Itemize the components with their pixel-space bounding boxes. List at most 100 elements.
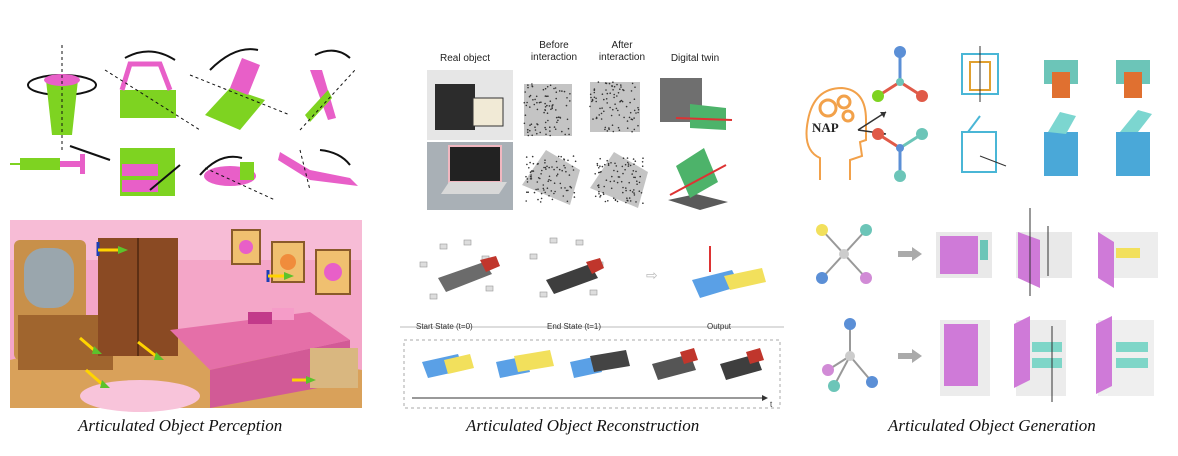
point-cloud-dot xyxy=(610,187,613,190)
point-cloud-dot xyxy=(621,165,624,168)
point-cloud-dot xyxy=(634,176,636,179)
real-object-photos xyxy=(427,70,513,210)
point-cloud-dot xyxy=(598,114,600,116)
point-cloud-dot xyxy=(595,100,597,103)
point-cloud-dot xyxy=(610,162,612,164)
point-cloud-dot xyxy=(531,170,534,172)
point-cloud-dot xyxy=(526,191,528,193)
point-cloud-dot xyxy=(606,92,609,95)
point-cloud-dot xyxy=(574,160,577,163)
graph-to-object-arrow-2 xyxy=(898,349,922,363)
point-cloud-dot xyxy=(540,173,542,175)
point-cloud-dot xyxy=(544,162,546,164)
point-cloud-dot xyxy=(623,116,625,119)
point-cloud-dot xyxy=(543,189,545,191)
point-cloud-dot xyxy=(526,181,529,183)
point-cloud-dot xyxy=(563,159,566,161)
point-cloud-dot xyxy=(523,101,526,104)
end-state-label: End State (t=1) xyxy=(547,322,602,331)
point-cloud-dot xyxy=(524,114,527,116)
point-cloud-dot xyxy=(526,129,529,131)
point-cloud-dot xyxy=(536,132,538,135)
point-cloud-dot xyxy=(612,89,614,91)
point-cloud-dot xyxy=(608,82,611,85)
point-cloud-dot xyxy=(531,155,534,158)
point-cloud-dot xyxy=(548,179,550,181)
point-cloud-dot xyxy=(594,195,597,198)
point-cloud-dot xyxy=(627,163,630,165)
point-cloud-dot xyxy=(601,165,604,168)
point-cloud-dot xyxy=(590,96,592,99)
point-cloud-dot xyxy=(594,173,596,175)
point-cloud-dot xyxy=(606,159,608,162)
basket-object xyxy=(104,50,201,131)
bedroom-scene xyxy=(10,220,362,412)
point-cloud-dot xyxy=(536,101,538,104)
point-cloud-dot xyxy=(539,177,541,180)
point-cloud-dot xyxy=(553,192,555,195)
point-cloud-dot xyxy=(630,90,633,92)
point-cloud-dot xyxy=(551,106,553,108)
point-cloud-dot xyxy=(595,97,597,100)
point-cloud-dot xyxy=(547,95,549,97)
point-cloud-dot xyxy=(561,169,563,172)
point-cloud-dot xyxy=(544,166,547,169)
point-cloud-dot xyxy=(617,109,619,112)
point-cloud-dot xyxy=(616,83,618,86)
point-cloud-dot xyxy=(604,126,607,129)
point-cloud-dot xyxy=(529,178,532,180)
point-cloud-dot xyxy=(560,155,562,158)
point-cloud-dot xyxy=(546,112,549,114)
point-cloud-dot xyxy=(599,157,601,160)
scissors-object xyxy=(299,49,356,131)
point-cloud-dot xyxy=(573,196,576,198)
point-cloud-dot xyxy=(589,93,592,96)
point-cloud-dot xyxy=(553,168,555,171)
point-cloud-dot xyxy=(626,127,629,129)
point-cloud-dot xyxy=(556,121,558,124)
faucet-object xyxy=(278,149,358,191)
nap-head-icon xyxy=(805,86,867,180)
point-cloud-dot xyxy=(559,116,561,119)
point-cloud-dot xyxy=(615,165,618,167)
point-cloud-dot xyxy=(617,126,620,129)
point-cloud-dot xyxy=(558,90,561,92)
point-cloud-dot xyxy=(546,187,549,189)
point-cloud-dot xyxy=(637,124,639,127)
point-cloud-dot xyxy=(567,189,569,192)
point-cloud-dot xyxy=(554,87,557,89)
point-cloud-dot xyxy=(593,91,596,94)
point-cloud-dot xyxy=(592,118,594,120)
point-cloud-dot xyxy=(613,180,615,182)
point-cloud-dot xyxy=(614,103,616,105)
point-cloud-dot xyxy=(573,191,576,194)
point-cloud-dot xyxy=(589,105,591,108)
point-cloud-dot xyxy=(526,101,528,104)
y-graph xyxy=(822,318,878,392)
svg-text:⇨: ⇨ xyxy=(646,268,658,284)
point-cloud-dot xyxy=(611,85,613,88)
point-cloud-dot xyxy=(613,169,615,172)
point-cloud-dot xyxy=(613,96,615,99)
point-cloud-dot xyxy=(561,90,563,92)
point-cloud-dot xyxy=(553,126,556,128)
point-cloud-dot xyxy=(568,133,570,136)
header-real-object: Real object xyxy=(439,53,491,64)
point-cloud-dot xyxy=(608,128,610,131)
point-cloud-dot xyxy=(542,187,545,190)
point-cloud-dot xyxy=(605,179,608,181)
point-cloud-dot xyxy=(530,174,532,176)
point-cloud-dot xyxy=(642,157,644,159)
point-cloud-dot xyxy=(626,157,629,159)
point-cloud-dot xyxy=(614,199,617,202)
point-cloud-dot xyxy=(633,189,635,191)
point-cloud-dot xyxy=(622,191,624,194)
point-cloud-dot xyxy=(566,200,569,203)
point-cloud-dot xyxy=(546,165,548,168)
point-cloud-dot xyxy=(633,109,636,112)
point-cloud-dot xyxy=(532,99,534,101)
perception-caption: Articulated Object Perception xyxy=(78,416,283,435)
point-cloud-dot xyxy=(597,81,600,83)
point-cloud-dot xyxy=(598,186,600,189)
point-cloud-dot xyxy=(531,134,533,137)
